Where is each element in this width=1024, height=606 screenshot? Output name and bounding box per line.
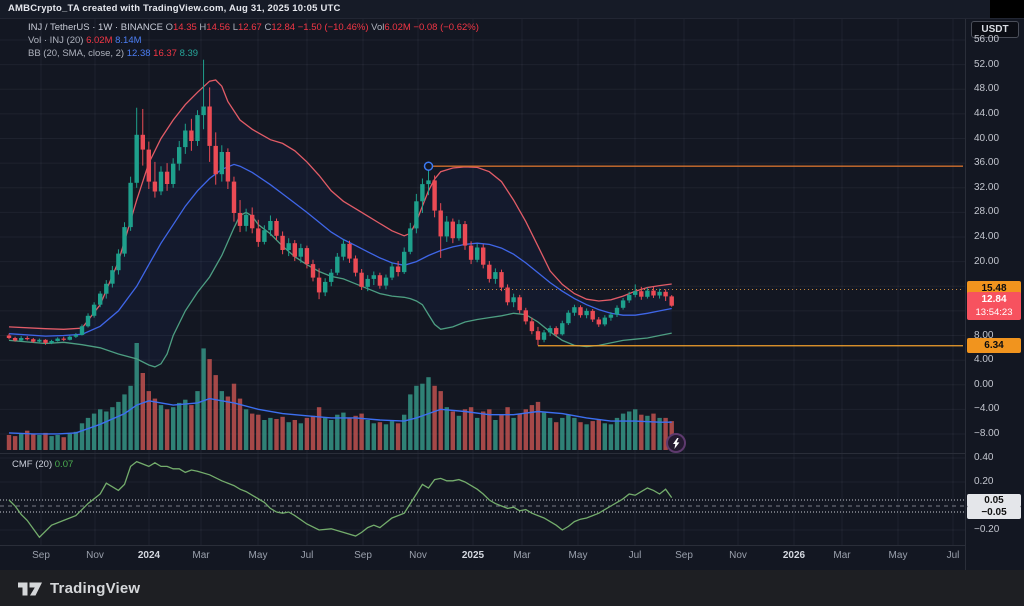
- price-tick-label: 0.00: [974, 378, 994, 390]
- time-label: Nov: [409, 550, 427, 561]
- high-value: 14.56: [206, 22, 231, 33]
- cmf-line: [8, 460, 673, 539]
- time-label: Nov: [86, 550, 104, 561]
- volume-indicator-title[interactable]: Vol · INJ (20): [28, 35, 84, 46]
- time-label: Sep: [354, 550, 372, 561]
- bb-basis-line: [8, 163, 672, 337]
- legend: INJ / TetherUS · 1W · BINANCE O14.35 H14…: [28, 21, 479, 60]
- price-tick-label: −4.00: [974, 403, 1000, 415]
- price-tick-label: 40.00: [974, 132, 1000, 144]
- tradingview-logo[interactable]: TradingView: [18, 579, 140, 597]
- price-tick-label: 20.00: [974, 255, 1000, 267]
- time-label-year: 2025: [461, 550, 485, 561]
- bb-upper-line: [8, 79, 672, 330]
- volume-ma: [8, 397, 672, 435]
- header-bar: AMBCrypto_TA created with TradingView.co…: [0, 0, 1024, 19]
- cmf-lower-band-label: −0.05: [967, 505, 1021, 519]
- time-label: Sep: [675, 550, 693, 561]
- alert-low-price-label[interactable]: 6.34: [967, 337, 1021, 353]
- price-tick-label: 56.00: [974, 34, 1000, 45]
- tradingview-logo-text: TradingView: [50, 579, 141, 597]
- time-label: Nov: [729, 550, 747, 561]
- lightning-icon[interactable]: [666, 433, 686, 453]
- ray-anchor-marker: [423, 161, 434, 171]
- time-label: Mar: [192, 550, 210, 561]
- close-value: 12.84: [271, 22, 296, 33]
- volume-value: 6.02M: [384, 22, 411, 33]
- time-label: Mar: [513, 550, 531, 561]
- low-value: 12.67: [238, 22, 262, 33]
- bottom-brand-bar: TradingView: [0, 570, 1024, 606]
- time-label: Jul: [628, 550, 642, 561]
- bar-countdown: 13:54:23: [975, 306, 1013, 318]
- last-price-label: 12.84 13:54:23: [967, 291, 1021, 320]
- time-label: Jul: [946, 550, 960, 561]
- candles: [6, 59, 674, 346]
- cmf-indicator-title[interactable]: CMF (20): [12, 459, 53, 470]
- time-label: May: [248, 550, 268, 561]
- price-tick-label: 52.00: [974, 58, 1000, 70]
- header-logo-cover: [990, 0, 1024, 18]
- volume-ma-line: [8, 397, 672, 435]
- watermark-text: AMBCrypto_TA created with TradingView.co…: [8, 3, 341, 14]
- currency-toggle-button[interactable]: USDT: [971, 21, 1019, 38]
- legend-bb-row: BB (20, SMA, close, 2) 12.38 16.37 8.39: [28, 48, 199, 59]
- time-label: Mar: [833, 550, 851, 561]
- price-tick-label: 44.00: [974, 107, 1000, 119]
- time-label: Jul: [300, 550, 314, 561]
- change-value: −1.50 (−10.46%): [297, 22, 369, 33]
- time-label: May: [888, 550, 908, 561]
- time-axis[interactable]: Sep Nov 2024 Mar May Jul Sep Nov 2025 Mar May Jul Se…: [0, 550, 1024, 570]
- cmf-legend: CMF (20) 0.07: [12, 459, 74, 470]
- time-label-year: 2024: [137, 550, 161, 561]
- bb-fill: [9, 80, 672, 367]
- tradingview-logo-icon: [18, 582, 42, 596]
- time-label-year: 2026: [782, 550, 806, 561]
- time-label: Sep: [32, 550, 50, 561]
- cmf-upper-band-label: 0.05: [967, 493, 1021, 507]
- cmf-pane: [0, 460, 965, 539]
- price-tick-label: 28.00: [974, 206, 1000, 218]
- price-tick-label: 36.00: [974, 157, 1000, 169]
- symbol-title[interactable]: INJ / TetherUS · 1W · BINANCE: [28, 22, 163, 33]
- open-value: 14.35: [173, 22, 197, 33]
- time-label: May: [568, 550, 588, 561]
- price-tick-label: 4.00: [974, 354, 994, 366]
- cmf-tick-label: −0.20: [974, 524, 1000, 535]
- price-tick-label: 8.00: [974, 329, 994, 341]
- price-axis[interactable]: USDT 56.00 52.00 48.00 44.00 40.00 36.00 32.00…: [965, 18, 1024, 570]
- bb-band-fill: [9, 80, 672, 367]
- bb-indicator-title[interactable]: BB (20, SMA, close, 2): [28, 48, 125, 59]
- price-tick-label: 48.00: [974, 83, 1000, 95]
- price-tick-label: 24.00: [974, 231, 1000, 242]
- grid: [0, 18, 965, 545]
- cmf-tick-label: 0.20: [974, 476, 994, 487]
- level-lines: [423, 161, 963, 347]
- price-tick-label: 32.00: [974, 181, 1000, 193]
- volume-change: −0.08 (−0.62%): [413, 22, 479, 33]
- legend-symbol-row: INJ / TetherUS · 1W · BINANCE O14.35 H14…: [28, 22, 479, 33]
- legend-volume-row: Vol · INJ (20) 6.02M 8.14M: [28, 35, 142, 46]
- separators: [0, 453, 1024, 546]
- cmf-tick-label: 0.40: [974, 452, 994, 463]
- price-tick-label: −8.00: [974, 428, 1000, 439]
